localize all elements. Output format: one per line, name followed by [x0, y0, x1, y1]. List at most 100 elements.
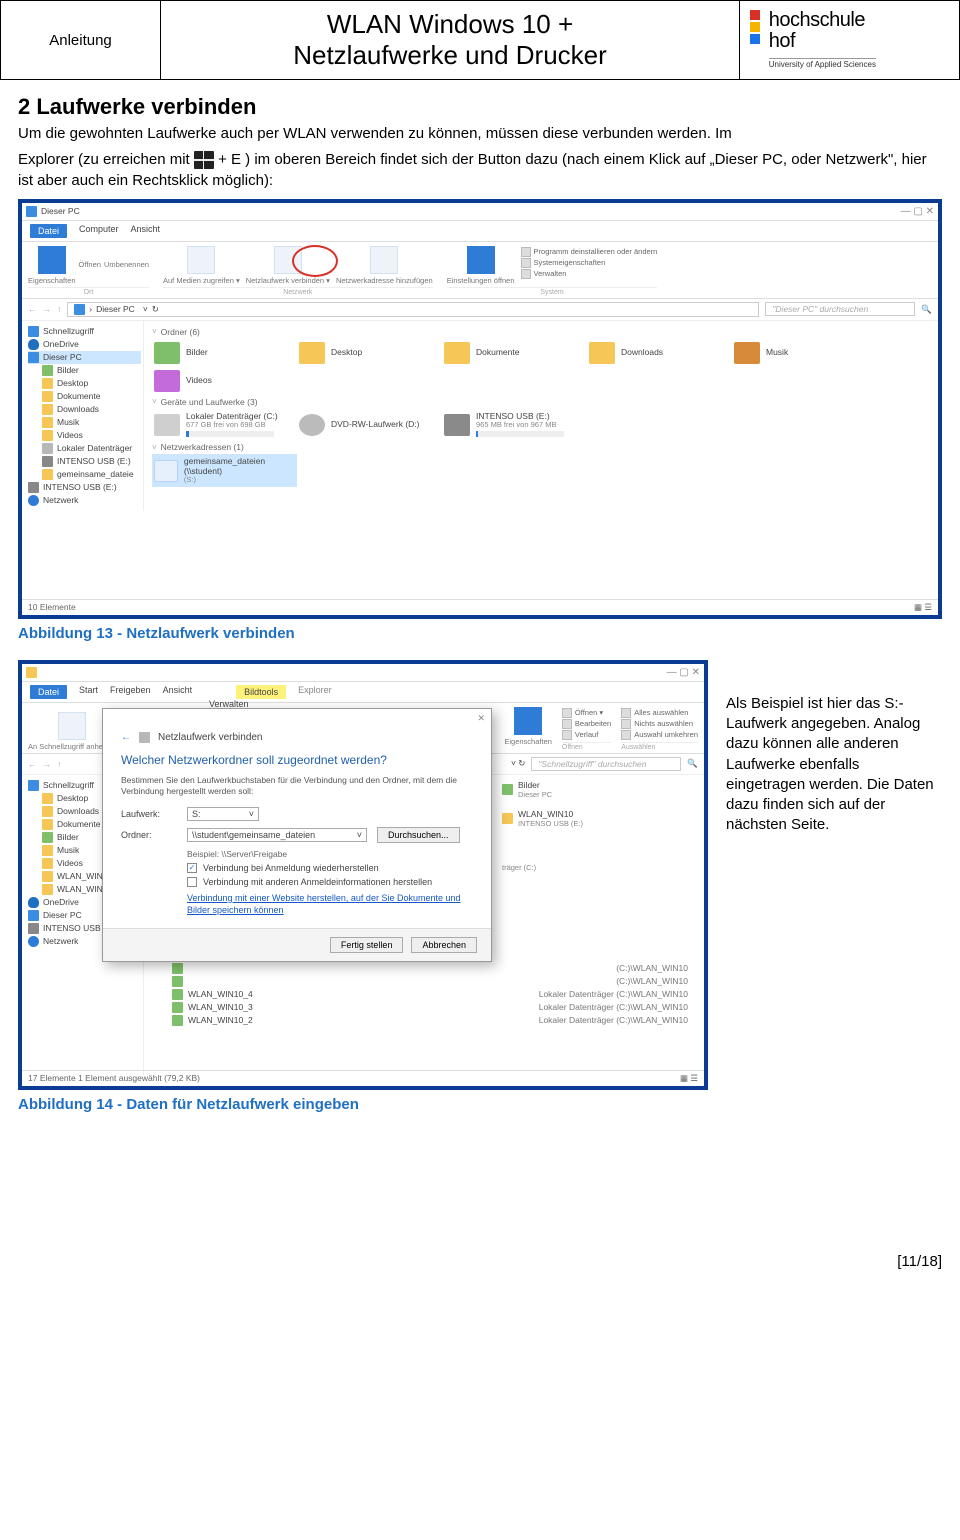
uninstall-icon[interactable]	[521, 247, 531, 257]
sysprops-icon[interactable]	[521, 258, 531, 268]
bg-row[interactable]: WLAN_WIN10_4Lokaler Datenträger (C:)\WLA…	[152, 988, 696, 1001]
settings-icon[interactable]	[467, 246, 495, 274]
search-icon[interactable]: 🔍	[687, 758, 698, 769]
nav-pane[interactable]: SchnellzugriffOneDriveDieser PCBilderDes…	[22, 321, 144, 511]
nav-item[interactable]: INTENSO USB (E:)	[28, 481, 141, 494]
tab-start[interactable]: Start	[79, 685, 98, 699]
drv-icon	[42, 443, 53, 454]
figure-14: — ▢ ✕ Datei Start Freigeben Ansicht Bild…	[18, 660, 708, 1090]
nav-fwd[interactable]: →	[43, 759, 52, 769]
link-website[interactable]: Verbindung mit einer Website herstellen,…	[187, 893, 473, 916]
nav-item[interactable]: OneDrive	[28, 338, 141, 351]
address-bar[interactable]: › Dieser PC ˅↻	[67, 302, 759, 317]
img-icon	[172, 976, 183, 987]
drive-tile[interactable]: gemeinsame_dateien (\\student)(S:)	[152, 454, 297, 487]
tab-freigeben[interactable]: Freigeben	[110, 685, 151, 699]
chk-reconnect[interactable]: ✓Verbindung bei Anmeldung wiederherstell…	[187, 863, 473, 873]
drive-tile[interactable]: INTENSO USB (E:)965 MB frei von 967 MB	[442, 409, 587, 441]
nav-item[interactable]: Lokaler Datenträger	[28, 442, 141, 455]
folder-tile[interactable]: Videos	[152, 367, 297, 395]
nav-item[interactable]: Videos	[28, 429, 141, 442]
dialog-desc: Bestimmen Sie den Laufwerkbuchstaben für…	[121, 775, 473, 797]
nav-item[interactable]: Desktop	[28, 377, 141, 390]
window-controls[interactable]: — ▢ ✕	[667, 667, 700, 678]
group-drives[interactable]: Geräte und Laufwerke (3)	[152, 395, 930, 409]
cancel-button[interactable]: Abbrechen	[411, 937, 477, 953]
window-title-2: Explorer	[298, 685, 332, 699]
drive-tile[interactable]: Lokaler Datenträger (C:)677 GB frei von …	[152, 409, 297, 441]
bg-row[interactable]: (C:)\WLAN_WIN10	[152, 962, 696, 975]
net-icon	[28, 936, 39, 947]
star-icon	[28, 326, 39, 337]
chk-othercreds[interactable]: Verbindung mit anderen Anmeldeinformatio…	[187, 877, 473, 887]
selectnone-icon[interactable]	[621, 719, 631, 729]
browse-button[interactable]: Durchsuchen...	[377, 827, 460, 843]
ok-button[interactable]: Fertig stellen	[330, 937, 404, 953]
fold-icon	[42, 793, 53, 804]
tab-bildtools[interactable]: Bildtools	[236, 685, 286, 699]
open-icon[interactable]	[562, 708, 572, 718]
nav-item[interactable]: Musik	[28, 416, 141, 429]
search-icon[interactable]: 🔍	[921, 304, 932, 315]
drive-tile[interactable]: DVD-RW-Laufwerk (D:)	[297, 409, 442, 441]
fold-icon	[42, 404, 53, 415]
properties-icon[interactable]	[514, 707, 542, 735]
nav-back[interactable]: ←	[28, 304, 37, 314]
nav-back[interactable]: ←	[28, 759, 37, 769]
group-folders[interactable]: Ordner (6)	[152, 325, 930, 339]
nav-item[interactable]: INTENSO USB (E:)	[28, 455, 141, 468]
nav-item[interactable]: Dokumente	[28, 390, 141, 403]
nav-item[interactable]: Schnellzugriff	[28, 325, 141, 338]
nav-up[interactable]: ↑	[57, 304, 61, 314]
folder-tile[interactable]: Dokumente	[442, 339, 587, 367]
tab-ansicht[interactable]: Ansicht	[163, 685, 193, 699]
bg-row[interactable]: (C:)\WLAN_WIN10	[152, 975, 696, 988]
search-input-2[interactable]: "Schnellzugriff" durchsuchen	[531, 757, 681, 771]
media-access-icon[interactable]	[187, 246, 215, 274]
tab-datei[interactable]: Datei	[30, 685, 67, 699]
folder-input[interactable]: \\student\gemeinsame_dateien ˅	[187, 828, 367, 842]
add-netaddr-icon[interactable]	[370, 246, 398, 274]
properties-icon[interactable]	[38, 246, 66, 274]
invertsel-icon[interactable]	[621, 730, 631, 740]
selectall-icon[interactable]	[621, 708, 631, 718]
img-icon	[172, 1015, 183, 1026]
pin-icon[interactable]	[58, 712, 86, 740]
bg-tile[interactable]: BilderDieser PC	[502, 779, 696, 800]
figure-13: Dieser PC — ▢ ✕ Datei Computer Ansicht E…	[18, 199, 942, 619]
tab-ansicht[interactable]: Ansicht	[131, 224, 161, 238]
nav-item[interactable]: Downloads	[28, 403, 141, 416]
folder-tile[interactable]: Downloads	[587, 339, 732, 367]
window-title: Dieser PC	[41, 206, 80, 216]
fold-icon	[299, 342, 325, 364]
usb-icon	[42, 456, 53, 467]
nav-item[interactable]: Bilder	[28, 364, 141, 377]
tab-computer[interactable]: Computer	[79, 224, 119, 238]
nav-item[interactable]: gemeinsame_dateie	[28, 468, 141, 481]
folder-tile[interactable]: Bilder	[152, 339, 297, 367]
history-icon[interactable]	[562, 730, 572, 740]
fold-icon	[42, 469, 53, 480]
side-paragraph: Als Beispiel ist hier das S:-Laufwerk an…	[726, 660, 942, 836]
window-controls[interactable]: — ▢ ✕	[901, 206, 934, 217]
fold-icon	[42, 845, 53, 856]
bg-tile[interactable]: WLAN_WIN10INTENSO USB (E:)	[502, 808, 696, 829]
folder-tile[interactable]: Desktop	[297, 339, 442, 367]
group-netaddr[interactable]: Netzwerkadressen (1)	[152, 440, 930, 454]
folder-tile[interactable]: Musik	[732, 339, 877, 367]
nav-item[interactable]: Dieser PC	[28, 351, 141, 364]
para-2: Explorer (zu erreichen mit + E ) im ober…	[18, 150, 942, 191]
bg-row[interactable]: WLAN_WIN10_2Lokaler Datenträger (C:)\WLA…	[152, 1014, 696, 1027]
bg-row[interactable]: WLAN_WIN10_3Lokaler Datenträger (C:)\WLA…	[152, 1001, 696, 1014]
manage-icon[interactable]	[521, 269, 531, 279]
nav-item[interactable]: Netzwerk	[28, 494, 141, 507]
nav-fwd[interactable]: →	[43, 304, 52, 314]
nav-up[interactable]: ↑	[57, 759, 61, 769]
img-icon	[172, 989, 183, 1000]
drive-select[interactable]: S:˅	[187, 807, 259, 821]
logo-squares	[750, 10, 760, 46]
tab-datei[interactable]: Datei	[30, 224, 67, 238]
search-input[interactable]: "Dieser PC" durchsuchen	[765, 302, 915, 316]
dialog-close-icon[interactable]: ✕	[477, 713, 485, 724]
edit-icon[interactable]	[562, 719, 572, 729]
